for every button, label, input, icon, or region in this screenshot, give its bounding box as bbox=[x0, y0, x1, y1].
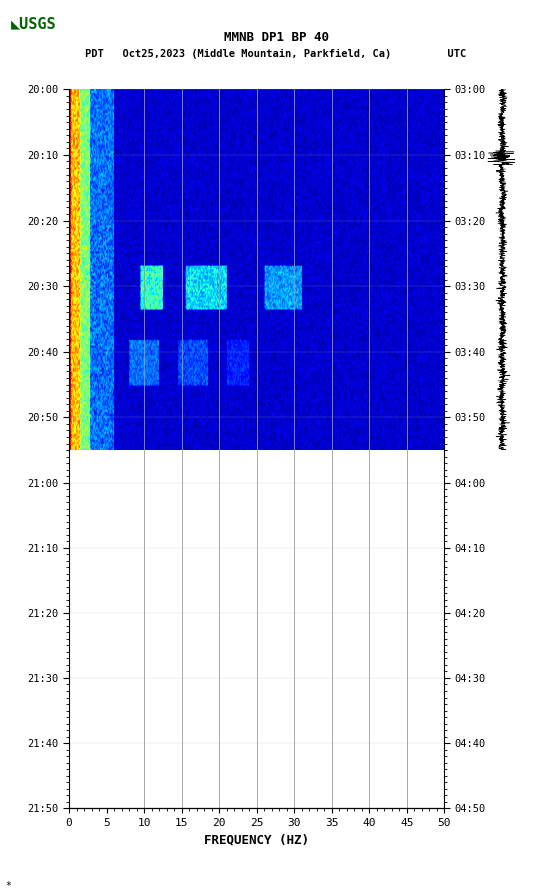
X-axis label: FREQUENCY (HZ): FREQUENCY (HZ) bbox=[204, 833, 309, 847]
Text: ◣USGS: ◣USGS bbox=[11, 16, 57, 31]
Text: MMNB DP1 BP 40: MMNB DP1 BP 40 bbox=[224, 31, 328, 44]
Text: *: * bbox=[6, 881, 12, 891]
Text: PDT   Oct25,2023 (Middle Mountain, Parkfield, Ca)         UTC: PDT Oct25,2023 (Middle Mountain, Parkfie… bbox=[86, 48, 466, 59]
